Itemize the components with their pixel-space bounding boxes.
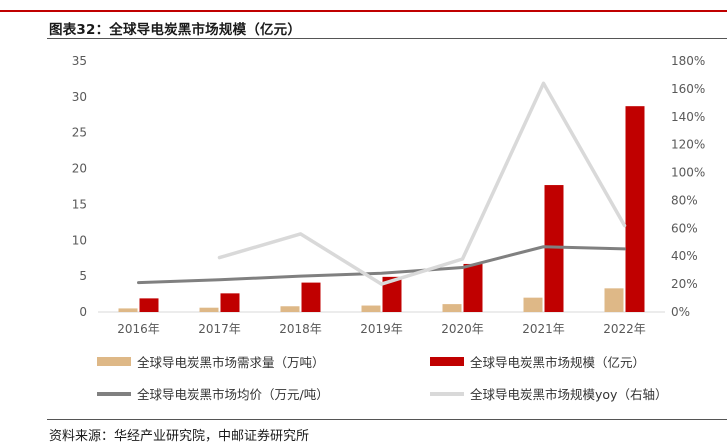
line-marks [137, 81, 627, 286]
legend-swatch-market [430, 357, 464, 366]
legend-label-market: 全球导电炭黑市场规模（亿元） [470, 355, 646, 370]
right-tick-label: 20% [671, 277, 698, 291]
legend-item-demand: 全球导电炭黑市场需求量（万吨） [97, 352, 325, 371]
legend-swatch-price [97, 391, 131, 396]
market-size-bar [220, 293, 240, 312]
right-tick-label: 160% [671, 82, 705, 96]
left-tick-label: 30 [72, 90, 87, 104]
right-axis-ticks: 0% 20% 40% 60% 80% 100% 120% 140% 160% 180% [671, 54, 705, 319]
left-tick-label: 15 [72, 197, 87, 211]
legend-label-demand: 全球导电炭黑市场需求量（万吨） [137, 355, 325, 370]
left-axis-ticks: 0 5 10 15 20 25 30 35 [72, 54, 87, 319]
demand-bar [118, 308, 138, 312]
legend-label-yoy: 全球导电炭黑市场规模yoy（右轴） [470, 387, 668, 402]
demand-bar [280, 306, 300, 312]
legend-item-market: 全球导电炭黑市场规模（亿元） [430, 352, 645, 371]
legend-item-yoy: 全球导电炭黑市场规模yoy（右轴） [430, 384, 667, 403]
right-tick-label: 0% [671, 305, 690, 319]
x-tick-label: 2017年 [198, 322, 241, 336]
market-size-bar [301, 282, 321, 312]
x-axis-ticks: 2016年 2017年 2018年 2019年 2020年 2021年 2022年 [117, 322, 646, 336]
legend-swatch-demand [97, 357, 131, 366]
left-tick-label: 0 [79, 305, 87, 319]
x-tick-label: 2022年 [603, 322, 646, 336]
x-tick-label: 2018年 [279, 322, 322, 336]
market-size-bar [544, 185, 564, 312]
demand-bar [523, 297, 543, 312]
figure-title: 图表32：全球导电炭黑市场规模（亿元） [49, 22, 302, 38]
right-tick-label: 140% [671, 110, 705, 124]
market-size-bar [625, 106, 645, 313]
right-tick-label: 120% [671, 138, 705, 152]
right-tick-label: 80% [671, 193, 698, 207]
right-tick-label: 60% [671, 221, 698, 235]
demand-bar [442, 304, 462, 312]
legend-swatch-yoy [430, 391, 464, 396]
x-tick-label: 2016年 [117, 322, 160, 336]
left-tick-label: 35 [72, 54, 87, 68]
x-tick-label: 2021年 [522, 322, 565, 336]
right-tick-label: 100% [671, 166, 705, 180]
market-size-bar [382, 276, 402, 312]
source-note: 资料来源：华经产业研究院，中邮证券研究所 [49, 429, 310, 444]
left-tick-label: 5 [79, 269, 87, 283]
demand-bar [199, 307, 219, 312]
market-size-bar [463, 263, 483, 312]
yoy-line [217, 81, 627, 286]
left-tick-label: 20 [72, 162, 87, 176]
right-tick-label: 180% [671, 54, 705, 68]
title-divider [47, 38, 727, 39]
bar-marks [118, 106, 645, 313]
price-line [137, 245, 626, 285]
right-tick-label: 40% [671, 249, 698, 263]
x-tick-label: 2019年 [360, 322, 403, 336]
demand-bar [361, 305, 381, 312]
legend-label-price: 全球导电炭黑市场均价（万元/吨） [137, 387, 329, 402]
x-tick-label: 2020年 [441, 322, 484, 336]
footer-divider [47, 419, 727, 420]
top-accent-rule [0, 10, 727, 12]
market-size-bar [139, 298, 159, 312]
demand-bar [604, 288, 624, 312]
left-tick-label: 10 [72, 233, 87, 247]
left-tick-label: 25 [72, 126, 87, 140]
legend-item-price: 全球导电炭黑市场均价（万元/吨） [97, 384, 329, 403]
